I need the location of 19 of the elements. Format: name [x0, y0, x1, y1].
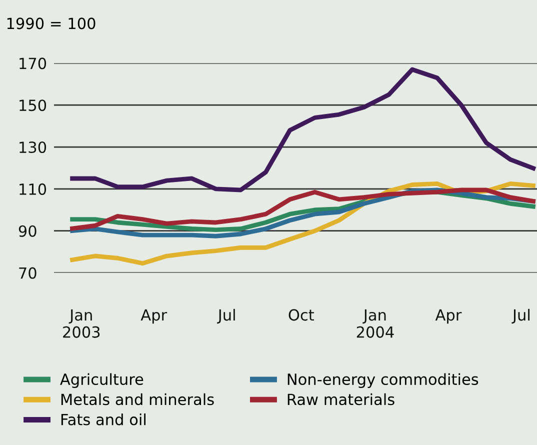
legend-label: Non-energy commodities: [288, 373, 478, 388]
legend-label: Agriculture: [60, 373, 144, 388]
x-tick-label: Jan 2003: [63, 309, 100, 338]
x-tick-label: Oct: [288, 309, 314, 321]
x-tick-label: Jul: [217, 308, 235, 324]
y-tick-label: 90: [18, 225, 36, 237]
legend-label: Fats and oil: [61, 413, 146, 426]
legend-label: Metals and minerals: [61, 393, 214, 406]
y-tick-label: 170: [20, 58, 46, 70]
x-tick-label: Jan 2004: [356, 309, 394, 338]
y-axis-title: 1990 = 100: [7, 18, 96, 30]
y-tick-label: 130: [20, 141, 46, 154]
legend-label: Raw materials: [288, 393, 394, 406]
y-tick-label: 150: [20, 100, 46, 112]
x-tick-label: Jul: [512, 308, 530, 324]
x-tick-label: Apr: [140, 309, 168, 324]
y-tick-label: 70: [19, 267, 36, 279]
y-tick-label: 110: [20, 183, 46, 195]
x-tick-label: Apr: [435, 309, 462, 324]
